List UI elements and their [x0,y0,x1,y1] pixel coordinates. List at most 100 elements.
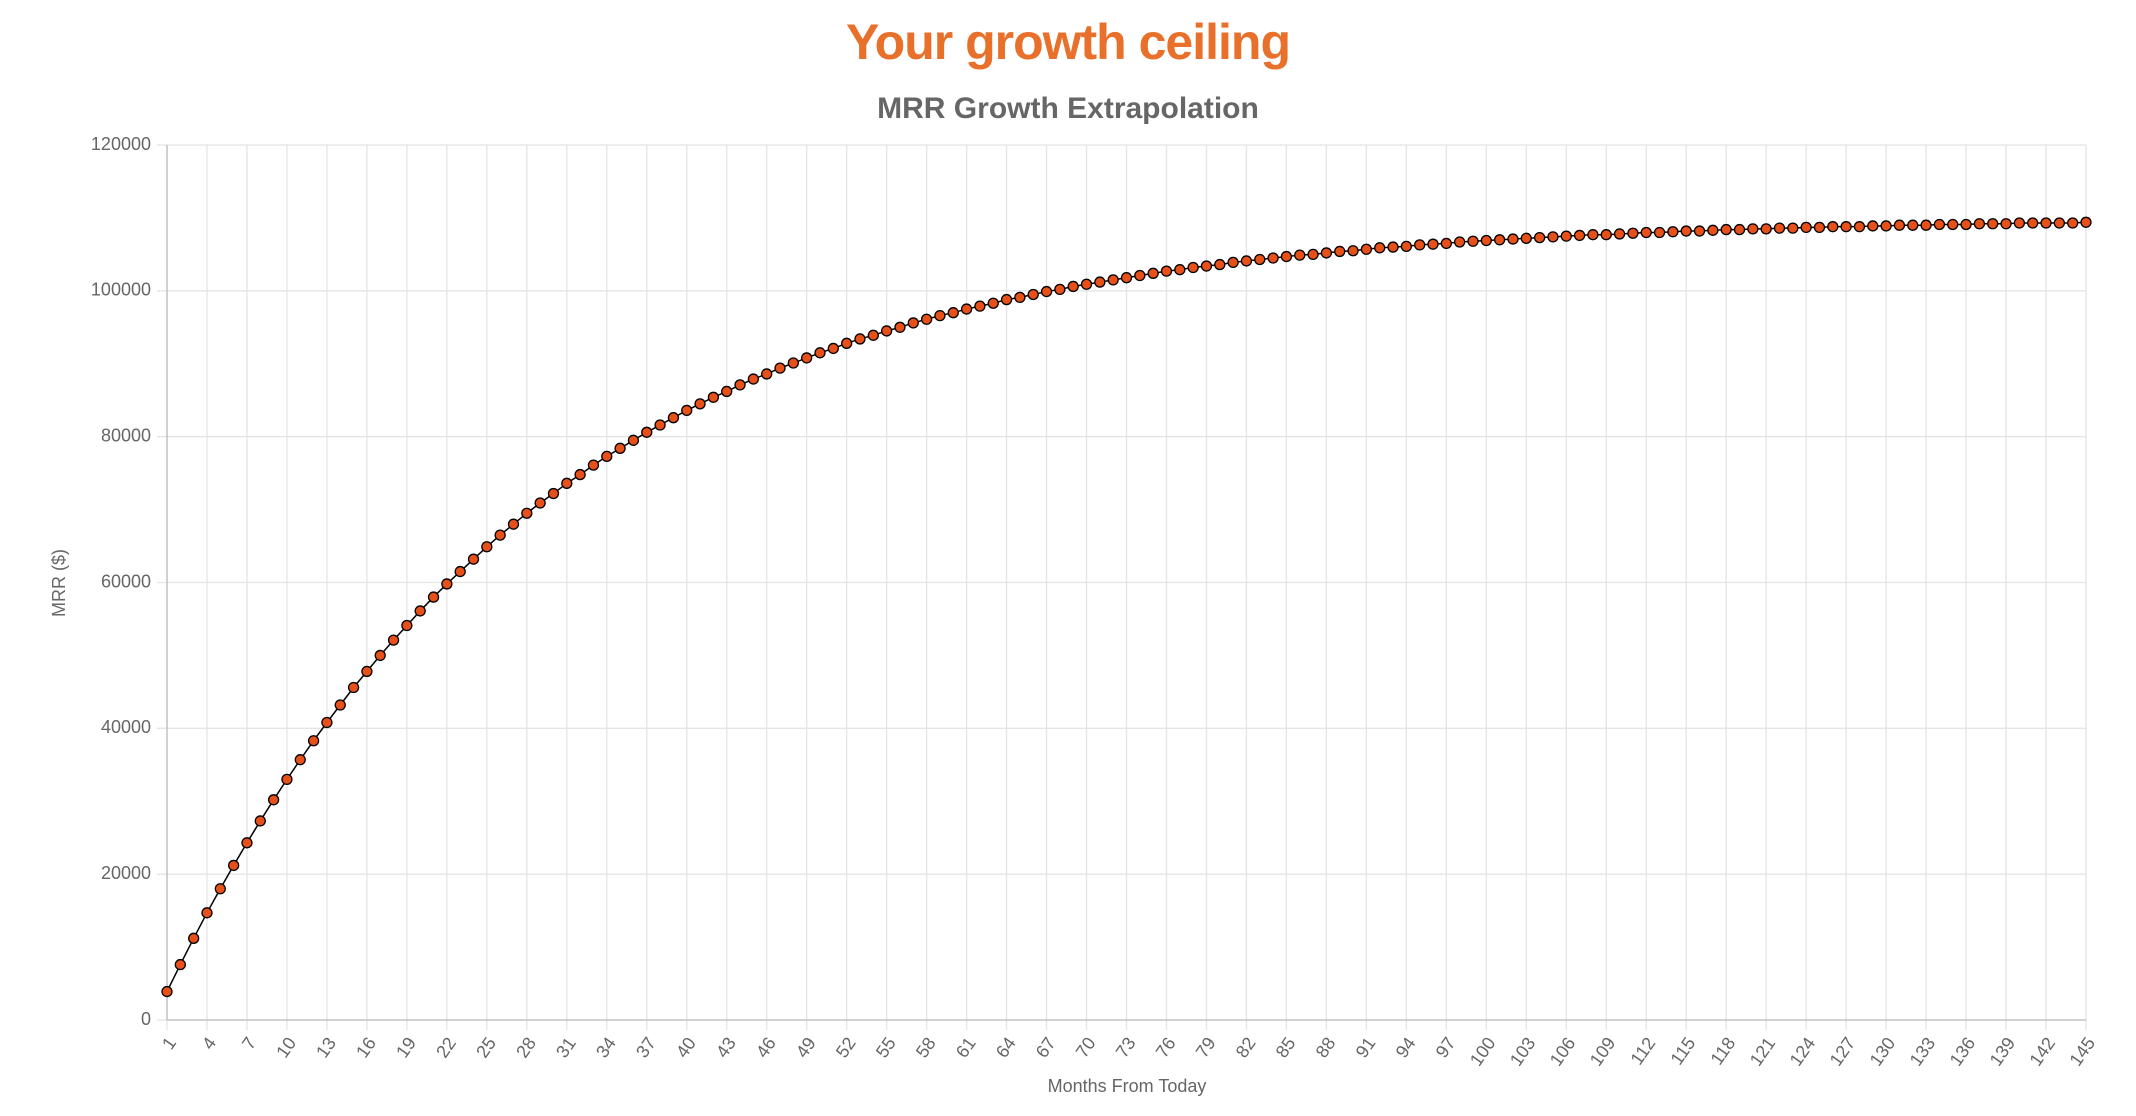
data-point [387,634,400,646]
data-point [707,391,720,403]
data-point [1480,234,1492,247]
data-point [1707,224,1719,236]
data-point [1014,291,1026,304]
x-tick-label: 52 [832,1034,860,1062]
data-point [1307,248,1319,261]
x-tick-label: 13 [312,1034,340,1062]
data-point [1960,218,1972,231]
x-tick-label: 88 [1312,1034,1340,1062]
x-tick-label: 46 [752,1034,780,1062]
data-point [1347,245,1359,257]
x-tick-label: 118 [1707,1034,1740,1069]
data-point [494,529,506,541]
data-point [1400,240,1413,253]
x-tick-label: 19 [392,1034,420,1062]
data-point [601,450,613,463]
data-point [1520,232,1532,244]
data-point [1840,221,1852,233]
x-tick-label: 31 [552,1034,580,1062]
data-point [1733,223,1746,236]
data-point [1787,222,1799,234]
data-point [267,794,280,806]
data-point [667,412,680,424]
data-point [960,303,973,315]
data-point [174,958,186,971]
data-point [907,317,919,329]
data-point [920,313,933,325]
x-tick-label: 142 [2026,1034,2060,1070]
data-point [574,468,586,481]
data-point [414,605,426,617]
data-point [521,507,533,519]
data-point [1613,228,1626,240]
data-point [1507,233,1519,245]
x-tick-label: 28 [512,1034,540,1062]
data-point [814,347,826,359]
data-point [1280,250,1293,263]
data-point [361,665,373,678]
y-tick-label: 100000 [91,280,151,300]
data-point [1600,229,1612,241]
data-point [1000,293,1013,306]
data-point [1454,236,1466,248]
data-point [641,426,653,438]
data-point [614,442,626,454]
x-tick-label: 49 [792,1034,820,1062]
x-tick-label: 97 [1432,1034,1460,1062]
data-point [1440,237,1452,250]
data-point [1360,243,1373,255]
x-tick-label: 94 [1392,1034,1420,1062]
data-point [1747,223,1759,235]
data-point [2027,217,2039,229]
x-tick-label: 106 [1546,1034,1580,1070]
data-point [2080,216,2092,228]
data-point [1294,249,1306,261]
data-point [2067,217,2079,229]
x-tick-label: 1 [158,1034,180,1054]
data-point [1493,234,1506,246]
x-tick-label: 76 [1152,1034,1180,1062]
data-point [1867,220,1879,232]
data-point [894,321,906,333]
x-tick-label: 7 [238,1034,260,1054]
data-point [654,419,666,431]
x-tick-label: 139 [1986,1034,2020,1070]
data-point [2040,217,2052,229]
data-point [441,578,453,590]
data-point [1827,221,1839,233]
data-point [867,329,879,341]
data-point [1853,221,1866,233]
y-axis-title: MRR ($) [49,549,69,617]
x-tick-label: 112 [1627,1034,1660,1069]
data-point [1627,227,1639,239]
data-point [374,649,386,662]
data-point [801,352,813,364]
data-point [561,477,573,489]
x-tick-label: 124 [1786,1034,1820,1070]
data-point [481,541,493,553]
y-tick-label: 0 [141,1009,151,1029]
data-point [987,297,999,309]
data-point [974,300,986,312]
data-point [627,434,640,446]
data-point [1267,252,1279,264]
data-point [827,342,839,355]
data-point [1467,235,1479,247]
data-point [1214,258,1226,271]
x-tick-label: 55 [872,1034,900,1062]
y-tick-label: 20000 [101,863,151,883]
data-point [1813,221,1826,234]
data-point [1414,239,1426,251]
data-point [334,699,346,711]
x-tick-label: 4 [198,1034,220,1054]
data-point [1174,264,1186,276]
data-point [1880,220,1892,232]
x-tick-label: 82 [1232,1034,1260,1062]
data-point [227,859,240,872]
data-point [1334,245,1346,258]
data-point [694,398,706,410]
data-point [401,619,413,632]
data-point [1054,283,1066,296]
x-tick-label: 136 [1946,1034,1980,1070]
x-axis-title: Months From Today [1048,1076,1207,1096]
